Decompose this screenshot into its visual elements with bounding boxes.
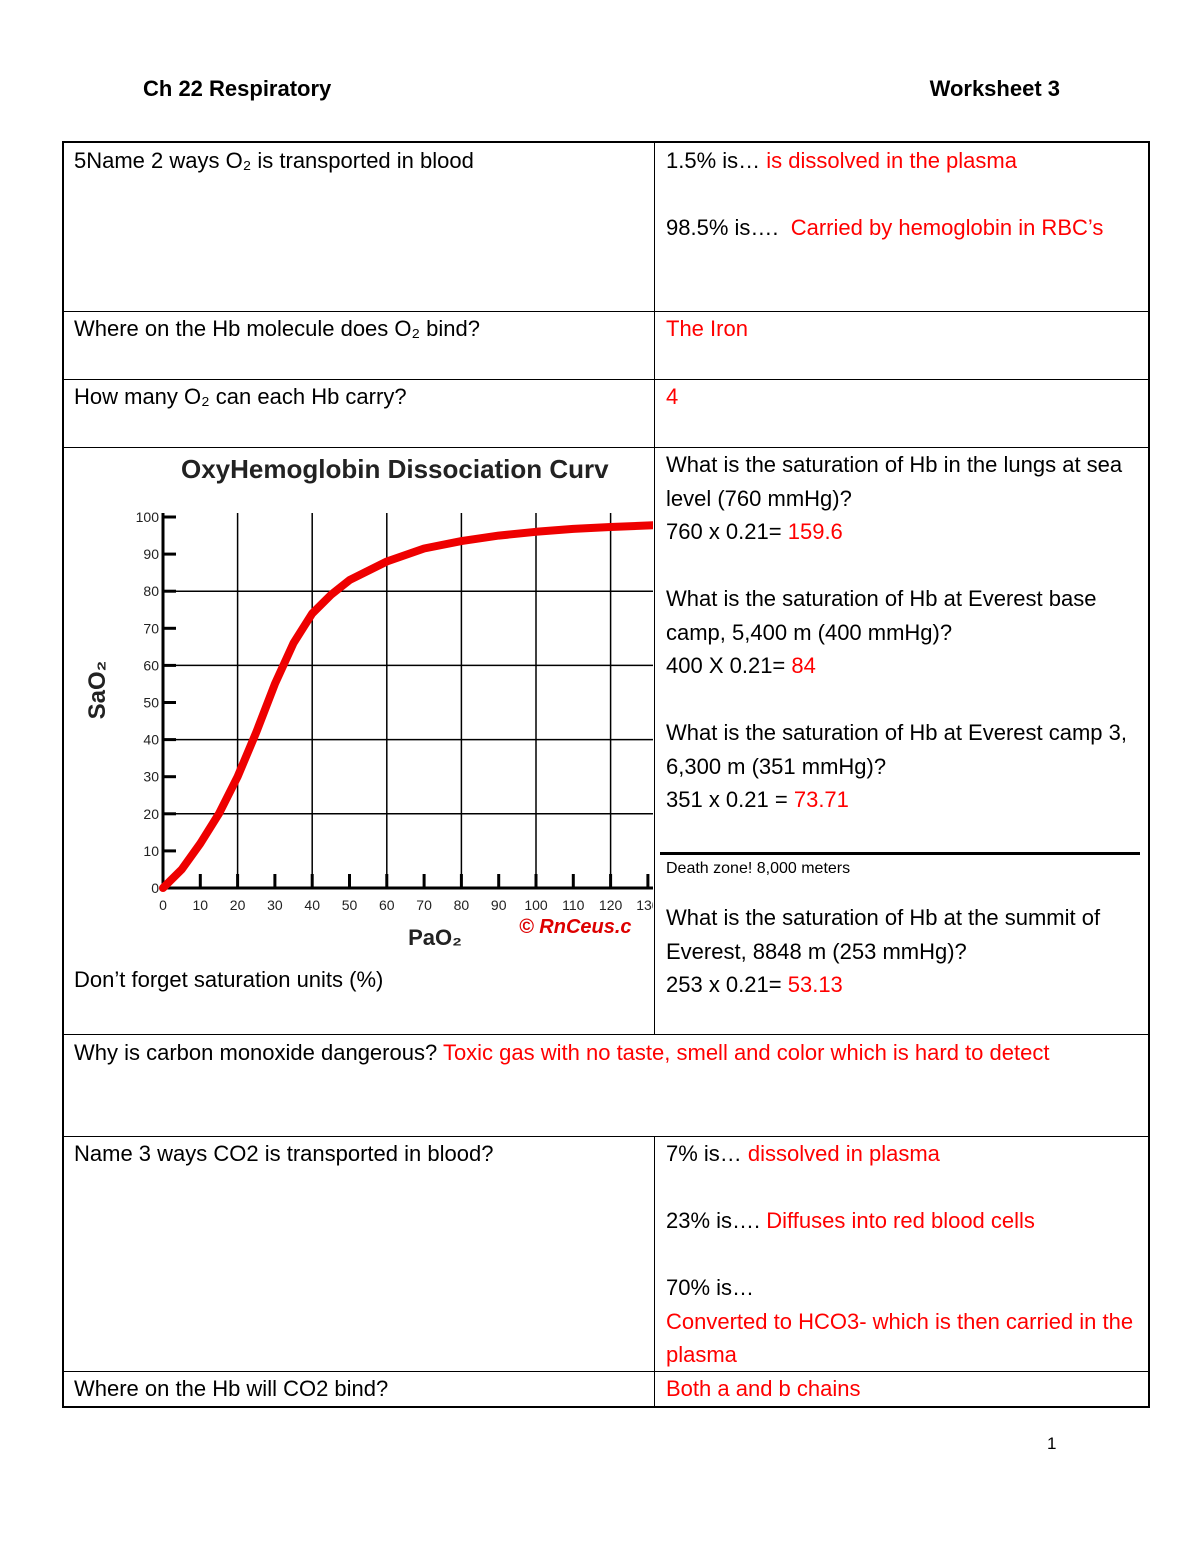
x-tick-label: 10 [193, 897, 209, 913]
x-tick-label: 130 [636, 897, 653, 913]
questions: What is the saturation of Hb in the lung… [656, 448, 1146, 817]
question: Where on the Hb will CO2 bind? [74, 1376, 389, 1401]
question: Why is carbon monoxide dangerous? [74, 1040, 438, 1065]
answer: Diffuses into red blood cells [766, 1208, 1035, 1233]
question: Where on the Hb molecule does O₂ bind? [74, 316, 480, 341]
note: Don’t forget saturation units (%) [74, 967, 384, 992]
column-line [654, 1136, 655, 1406]
curve [159, 521, 653, 892]
x-tick-label: 30 [267, 897, 283, 913]
answer: Both a and b chains [666, 1376, 861, 1401]
x-tick-label: 40 [304, 897, 320, 913]
x-axis-label: PaO₂ [408, 925, 462, 950]
x-tick-label: 60 [379, 897, 395, 913]
co-cell: Why is carbon monoxide dangerous? Toxic … [64, 1036, 1144, 1070]
lead: 23% is…. [666, 1208, 761, 1233]
answer: 84 [791, 653, 816, 678]
death-zone-label: Death zone! 8,000 meters [666, 860, 851, 877]
y-tick-label: 0 [151, 880, 159, 896]
y-tick-label: 40 [143, 732, 159, 748]
x-tick-label: 110 [562, 897, 585, 913]
answer: 159.6 [787, 519, 843, 544]
divider [660, 852, 1140, 855]
question: Name 3 ways CO2 is transported in blood? [74, 1141, 494, 1166]
row-line [62, 379, 1148, 380]
question: What is the saturation of Hb at Everest … [666, 586, 1097, 645]
y-tick-label: 90 [143, 546, 159, 562]
graph: OxyHemoglobin Dissociation Curv SaO₂ PaO… [84, 454, 653, 950]
answer: The Iron [666, 316, 748, 341]
lead: 98.5% is…. [666, 215, 779, 240]
y-tick-label: 50 [143, 695, 159, 711]
x-tick-label: 80 [454, 897, 470, 913]
y-tick-label: 30 [143, 769, 159, 785]
work: 253 x 0.21= [666, 972, 782, 997]
lead: 1.5% is… [666, 148, 761, 173]
y-axis-label: SaO₂ [84, 661, 111, 720]
x-tick-label: 20 [230, 897, 246, 913]
y-tick-label: 70 [143, 620, 159, 636]
y-tick-label: 80 [143, 583, 159, 599]
y-tick-label: 100 [136, 509, 160, 525]
death-zone: What is the saturation of Hb at the summ… [656, 901, 1146, 1002]
x-tick-label: 100 [524, 897, 548, 913]
x-tick-label: 0 [159, 897, 167, 913]
y-tick-label: 20 [143, 806, 159, 822]
table-border [62, 141, 1150, 1408]
x-tick-label: 50 [342, 897, 358, 913]
answer: is dissolved in the plasma [766, 148, 1017, 173]
page-number: 1 [1047, 1434, 1057, 1453]
question: What is the saturation of Hb in the lung… [666, 452, 1123, 511]
x-tick-label: 70 [416, 897, 432, 913]
answer: 4 [666, 384, 679, 409]
answer: Carried by hemoglobin in RBC’s [790, 215, 1104, 240]
answer-cell: 7% is… dissolved in plasma 23% is…. Diff… [656, 1137, 1146, 1372]
header-left: Ch 22 Respiratory [143, 76, 332, 101]
answer-cell: 1.5% is… is dissolved in the plasma 98.5… [656, 144, 1146, 245]
answer: Converted to HCO3- which is then carried… [666, 1308, 1134, 1368]
question: 5Name 2 ways O₂ is transported in blood [74, 148, 474, 173]
work: 351 x 0.21 = [666, 787, 788, 812]
row-line [62, 1034, 1148, 1035]
question: What is the saturation of Hb at the summ… [666, 905, 1101, 964]
answer: 53.13 [787, 972, 843, 997]
lead: 7% is… [666, 1141, 742, 1166]
answer: 73.71 [793, 787, 849, 812]
lead: 70% is… [666, 1275, 755, 1300]
work: 760 x 0.21= [666, 519, 782, 544]
column-line [654, 142, 655, 1034]
answer: Toxic gas with no taste, smell and color… [442, 1040, 1050, 1065]
credit: © RnCeus.c [519, 916, 632, 938]
x-tick-label: 90 [491, 897, 507, 913]
answer: dissolved in plasma [747, 1141, 940, 1166]
x-tick-label: 120 [599, 897, 623, 913]
work: 400 X 0.21= [666, 653, 786, 678]
row-line [62, 1371, 1148, 1372]
row-line [62, 311, 1148, 312]
row-line [62, 1136, 1148, 1137]
question: How many O₂ can each Hb carry? [74, 384, 407, 409]
graph-title: OxyHemoglobin Dissociation Curv [181, 454, 609, 484]
y-tick-label: 60 [143, 657, 159, 673]
row-line [62, 447, 1148, 448]
question: What is the saturation of Hb at Everest … [666, 720, 1127, 779]
y-tick-label: 10 [143, 843, 159, 859]
header-right: Worksheet 3 [929, 76, 1060, 101]
